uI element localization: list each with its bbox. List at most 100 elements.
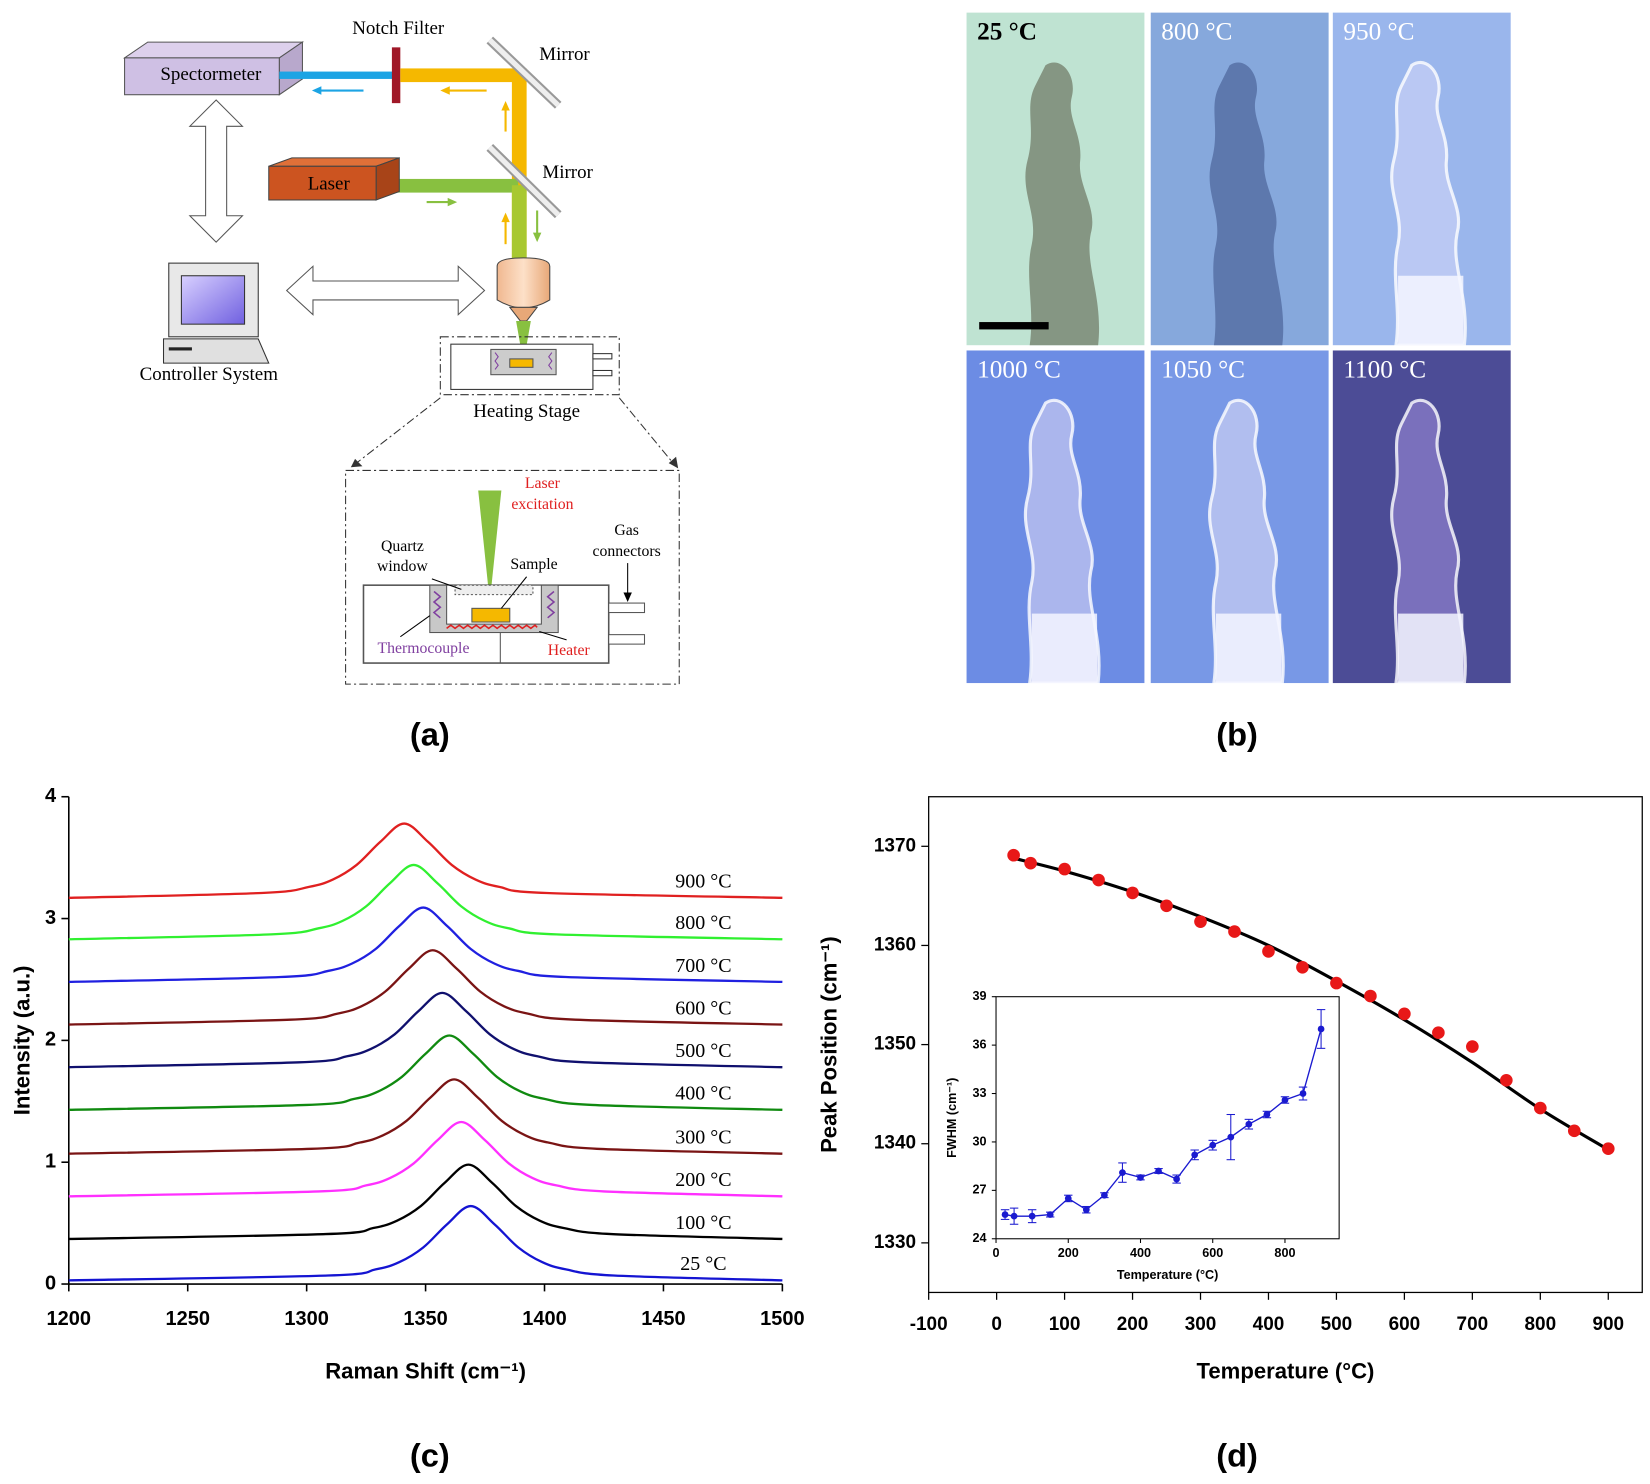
temperature-label: 1000 °C [977,355,1061,383]
series-label: 900 °C [675,871,731,893]
y-tick-label: 4 [45,785,56,807]
label: window [377,558,428,575]
drive [168,347,192,351]
x-tick-label: -100 [910,1314,948,1335]
data-point [1228,925,1241,938]
notch-filter [391,47,401,104]
spectrum-line [68,1034,783,1111]
x-tick-label: 100 [1049,1314,1081,1335]
data-point [1567,1124,1581,1138]
x-axis-title: Temperature (°C) [1197,1358,1375,1383]
x-tick-label: 800 [1525,1314,1557,1335]
pointer [400,615,431,638]
label: Heating Stage [473,401,580,422]
x-tick-label: 600 [1389,1314,1421,1335]
fwhm-point [1263,1111,1271,1118]
x-tick-label: 1450 [641,1308,685,1330]
x-tick-label: 800 [1274,1246,1295,1260]
green-beam [376,178,519,193]
spectrum-line [68,949,783,1026]
x-tick-label: 1250 [165,1308,209,1330]
fwhm-point [1101,1191,1108,1199]
data-point [1092,873,1105,887]
bright-region [1215,613,1282,684]
spectrum-line [68,1078,783,1155]
temperature-label: 1100 °C [1343,355,1426,383]
label: Laser [525,475,561,492]
objective [496,257,551,309]
label: Notch Filter [352,18,445,39]
focused-beam [516,321,531,364]
y-tick-label: 1330 [874,1232,916,1253]
data-point [1398,1007,1411,1021]
label: Heater [548,642,591,659]
label: Quartz [381,538,424,555]
stage-thermocouple [494,352,553,370]
arrow-head [350,458,363,468]
x-tick-label: 200 [1117,1314,1149,1335]
fwhm-point [1299,1090,1307,1097]
objective-tip [508,306,539,322]
specimen [1390,60,1467,347]
fwhm-point [1173,1175,1180,1183]
blue-beam [279,71,393,79]
gas-connector [608,602,646,614]
fwhm-point [1082,1206,1090,1214]
keyboard [162,338,270,364]
label: Thermocouple [378,640,470,657]
spectrometer-top [122,41,305,59]
temperature-label: 950 °C [1343,17,1414,45]
data-point [1160,899,1173,913]
x-tick-label: 600 [1202,1246,1223,1260]
fwhm-point [1245,1120,1253,1128]
x-tick-label: 700 [1457,1314,1489,1335]
x-tick-label: 400 [1253,1314,1285,1335]
stage-sample [509,358,534,368]
bright-region [1031,613,1098,684]
data-point [1533,1101,1547,1115]
fit-line [1013,856,1610,1152]
y-tick-label: 0 [45,1272,56,1294]
specimen [1208,398,1285,685]
temperature-label: 800 °C [1161,17,1232,45]
y-tick-label: 1350 [874,1034,916,1055]
arrow-head [447,197,458,207]
heater-coil [446,624,538,630]
series-label: 300 °C [675,1127,731,1149]
x-tick-label: 200 [1058,1246,1079,1260]
data-point [1432,1026,1445,1040]
double-arrow [285,265,486,316]
spectrum-line [68,822,783,900]
double-arrow [188,99,244,243]
spectrum-line [68,991,783,1069]
specimen [1390,398,1467,685]
x-tick-label: 1200 [47,1308,91,1330]
x-tick-label: 0 [993,1246,1000,1260]
bright-region [1398,613,1464,684]
scale-bar [979,322,1049,330]
mirror-face [487,38,561,108]
y-tick-label: 1370 [874,835,916,856]
screen [180,275,246,325]
x-tick-label: 1400 [522,1308,566,1330]
data-point [1466,1040,1479,1053]
fwhm-point [1191,1151,1199,1159]
y-axis-title: Peak Position (cm⁻¹) [817,936,842,1153]
x-axis-title: Raman Shift (cm⁻¹) [325,1358,526,1383]
data-point [1296,960,1309,974]
quartz-window [454,584,534,596]
data-point [1194,915,1207,928]
fwhm-point [1317,1025,1325,1033]
label: excitation [511,496,573,513]
spectrum-line [68,906,783,984]
data-point [1126,886,1139,900]
data-point [1364,989,1377,1003]
label: Mirror [539,44,590,65]
label: Laser [308,174,351,195]
x-tick-label: 1500 [760,1308,804,1330]
caption: (a) [410,715,450,752]
x-tick-label: 1350 [403,1308,447,1330]
data-point [1601,1142,1615,1156]
plot-frame [995,996,1340,1240]
